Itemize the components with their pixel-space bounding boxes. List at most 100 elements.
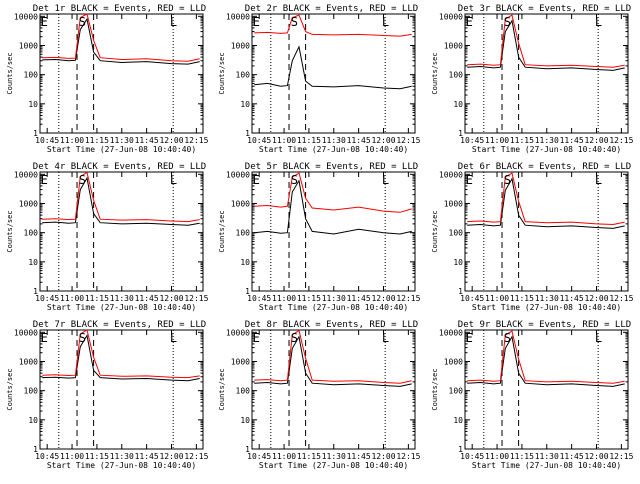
x-tick-label: 11:45 xyxy=(347,452,371,461)
y-tick-label: 100 xyxy=(236,71,251,80)
time-marker-e: E xyxy=(466,173,473,187)
x-axis-label: Start Time (27-Jun-08 10:40:40) xyxy=(472,303,621,312)
time-marker-s: S xyxy=(504,331,511,345)
x-axis-label: Start Time (27-Jun-08 10:40:40) xyxy=(47,303,196,312)
x-tick-label: 11:30 xyxy=(322,136,346,145)
x-tick-label: 12:00 xyxy=(371,294,395,303)
x-axis-label: Start Time (27-Jun-08 10:40:40) xyxy=(472,145,621,154)
chart-panel: Det 6r BLACK = Events, RED = LLD 1 10 100 10… xyxy=(431,162,634,312)
y-tick-label: 100 xyxy=(236,387,251,396)
events-series-line xyxy=(42,17,200,65)
y-tick-label: 1 xyxy=(245,445,250,454)
y-axis-label: Counts/sec xyxy=(218,210,226,252)
y-axis-label: Counts/sec xyxy=(431,368,439,410)
y-tick-label: 100 xyxy=(449,387,464,396)
y-tick-label: 10 xyxy=(240,100,250,109)
y-tick-label: 1000 xyxy=(231,357,250,366)
events-series-line xyxy=(42,334,200,382)
y-tick-label: 10000 xyxy=(14,12,38,21)
x-tick-label: 10:45 xyxy=(247,294,271,303)
x-tick-label: 11:30 xyxy=(322,294,346,303)
x-axis-label: Start Time (27-Jun-08 10:40:40) xyxy=(259,303,408,312)
y-tick-label: 10000 xyxy=(226,170,250,179)
x-tick-label: 12:00 xyxy=(159,136,183,145)
time-marker-s: S xyxy=(504,173,511,187)
time-marker-l: L xyxy=(595,173,602,187)
y-axis-label: Counts/sec xyxy=(6,52,14,94)
x-tick-label: 11:30 xyxy=(110,294,134,303)
y-tick-label: 1 xyxy=(33,129,38,138)
time-marker-e: E xyxy=(41,15,48,29)
x-tick-label: 11:15 xyxy=(297,136,321,145)
y-tick-label: 100 xyxy=(449,229,464,238)
x-tick-label: 11:15 xyxy=(297,294,321,303)
x-tick-label: 11:15 xyxy=(85,136,109,145)
x-tick-label: 11:15 xyxy=(510,452,534,461)
y-tick-label: 10000 xyxy=(226,12,250,21)
x-tick-label: 11:45 xyxy=(560,294,584,303)
events-series-line xyxy=(467,19,625,71)
chart-panel: Det 8r BLACK = Events, RED = LLD 1 10 100 10… xyxy=(218,320,421,470)
x-tick-label: 12:15 xyxy=(184,294,208,303)
events-series-line xyxy=(254,179,412,235)
x-axis-label: Start Time (27-Jun-08 10:40:40) xyxy=(259,461,408,470)
y-tick-label: 10 xyxy=(240,258,250,267)
y-tick-label: 1000 xyxy=(19,199,38,208)
y-tick-label: 1000 xyxy=(444,199,463,208)
x-tick-label: 12:15 xyxy=(184,136,208,145)
time-marker-s: S xyxy=(291,15,298,29)
x-tick-label: 11:30 xyxy=(322,452,346,461)
x-tick-label: 11:30 xyxy=(110,452,134,461)
lld-series-line xyxy=(254,329,412,384)
y-axis-label: Counts/sec xyxy=(218,368,226,410)
chart-title: Det 7r BLACK = Events, RED = LLD xyxy=(33,320,206,330)
chart-panel: Det 2r BLACK = Events, RED = LLD 1 10 100 10… xyxy=(218,4,421,154)
lld-series-line xyxy=(467,14,625,68)
y-axis-label: Counts/sec xyxy=(431,52,439,94)
y-tick-label: 100 xyxy=(24,229,39,238)
x-tick-label: 11:00 xyxy=(60,452,84,461)
y-tick-label: 1 xyxy=(245,129,250,138)
x-tick-label: 11:00 xyxy=(272,294,296,303)
time-marker-e: E xyxy=(253,331,260,345)
lld-series-line xyxy=(467,172,625,226)
chart-panel: Det 1r BLACK = Events, RED = LLD 1 10 100 10… xyxy=(6,4,209,154)
plot-frame xyxy=(39,171,204,292)
lld-series-line xyxy=(42,329,200,379)
y-tick-label: 10 xyxy=(453,416,463,425)
time-marker-s: S xyxy=(79,15,86,29)
y-tick-label: 10000 xyxy=(14,170,38,179)
chart-title: Det 8r BLACK = Events, RED = LLD xyxy=(245,320,418,330)
lld-series-line xyxy=(254,172,412,213)
y-tick-label: 100 xyxy=(24,387,39,396)
time-marker-l: L xyxy=(170,331,177,345)
x-tick-label: 11:30 xyxy=(110,136,134,145)
time-marker-l: L xyxy=(170,173,177,187)
x-tick-label: 12:15 xyxy=(609,294,633,303)
x-tick-label: 12:00 xyxy=(584,452,608,461)
time-marker-l: L xyxy=(382,15,389,29)
x-tick-label: 11:45 xyxy=(135,136,159,145)
x-axis-label: Start Time (27-Jun-08 10:40:40) xyxy=(47,145,196,154)
y-axis-label: Counts/sec xyxy=(6,210,14,252)
x-tick-label: 11:15 xyxy=(85,294,109,303)
x-tick-label: 10:45 xyxy=(460,294,484,303)
y-tick-label: 1000 xyxy=(444,41,463,50)
x-axis-label: Start Time (27-Jun-08 10:40:40) xyxy=(47,461,196,470)
time-marker-l: L xyxy=(595,331,602,345)
events-series-line xyxy=(467,335,625,387)
chart-panel: Det 4r BLACK = Events, RED = LLD 1 10 100 10… xyxy=(6,162,209,312)
y-tick-label: 100 xyxy=(24,71,39,80)
x-tick-label: 12:15 xyxy=(609,136,633,145)
y-tick-label: 1 xyxy=(458,129,463,138)
x-tick-label: 11:30 xyxy=(535,136,559,145)
time-marker-s: S xyxy=(291,331,298,345)
x-tick-label: 11:45 xyxy=(560,452,584,461)
events-series-line xyxy=(467,177,625,229)
plot-frame xyxy=(464,171,629,292)
x-tick-label: 11:00 xyxy=(485,452,509,461)
y-tick-label: 1000 xyxy=(231,41,250,50)
x-tick-label: 11:45 xyxy=(560,136,584,145)
y-tick-label: 1 xyxy=(245,287,250,296)
chart-title: Det 9r BLACK = Events, RED = LLD xyxy=(458,320,631,330)
